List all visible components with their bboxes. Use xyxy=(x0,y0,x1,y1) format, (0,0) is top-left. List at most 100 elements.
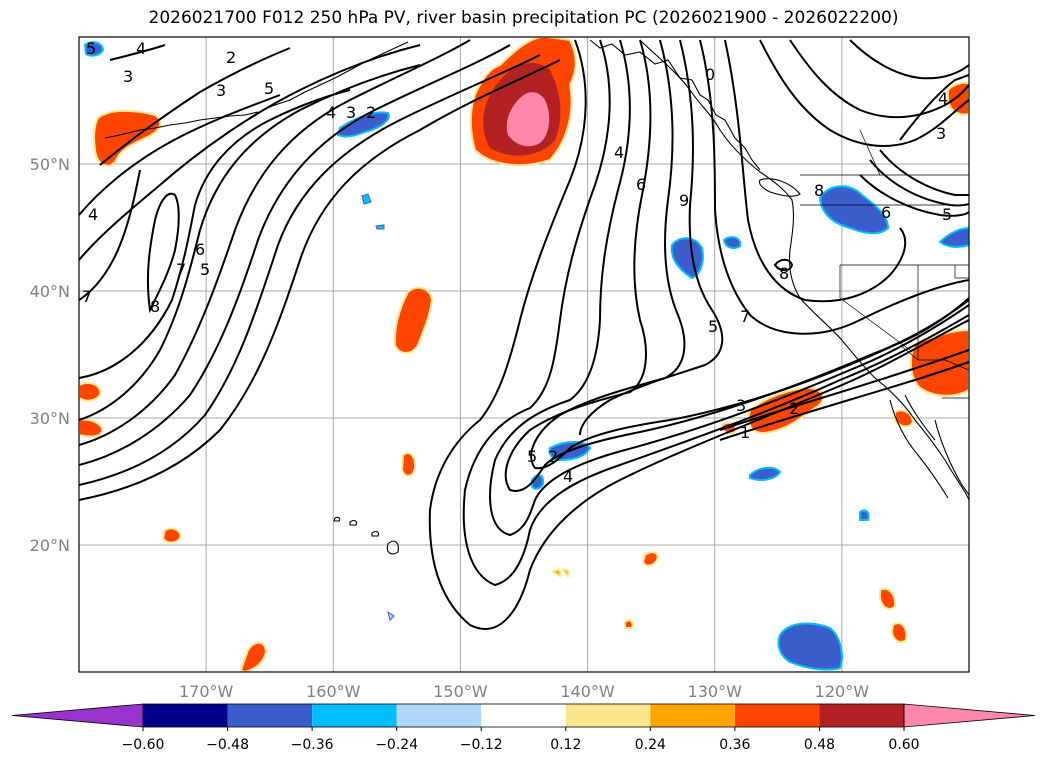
colorbar-tick-label-2: −0.36 xyxy=(291,737,334,753)
precip-blue-dot-1 xyxy=(361,193,372,205)
precip-shading xyxy=(79,37,969,672)
pv-ne-corner xyxy=(899,74,969,141)
clabel-1: 5 xyxy=(86,39,96,58)
clabel-26: 7 xyxy=(740,307,750,326)
precip-yellow-dots xyxy=(551,568,570,578)
precip-mex-orange-3 xyxy=(641,551,659,567)
coast-baja xyxy=(889,394,949,499)
coast-alaska-peninsula xyxy=(261,41,409,111)
coast-vancouver-island xyxy=(758,178,801,197)
clabel-11: 7 xyxy=(176,260,186,279)
lat-label-3: 50°N xyxy=(30,155,70,174)
precip-mex-blue-2 xyxy=(859,509,870,521)
precip-mex-blue-1 xyxy=(749,466,782,481)
pv-contour-2 xyxy=(79,54,541,486)
precip-bottom-left xyxy=(239,641,268,672)
precip-west-29n xyxy=(79,418,104,438)
pv-ridge-ca-1 xyxy=(699,39,969,335)
colorbar-tick-label-9: 0.60 xyxy=(888,737,919,753)
pv-contour-3 xyxy=(79,44,511,466)
contour-labels: 5 4 3 2 3 5 4 3 2 4 7 6 5 8 7 4 6 9 0 8 … xyxy=(82,39,952,486)
precip-gulf-alaska-core xyxy=(506,92,550,147)
pv-east-2 xyxy=(869,159,969,207)
clabel-5: 3 xyxy=(216,81,226,100)
pv-lower-jet-2 xyxy=(719,361,969,441)
latitude-labels: 20°N 30°N 40°N 50°N xyxy=(30,155,70,555)
pv-trough-2 xyxy=(462,39,969,587)
precip-mex-blue-3 xyxy=(777,622,843,671)
clabel-30: 3 xyxy=(736,396,746,415)
clabel-7: 4 xyxy=(326,103,336,122)
pv-east-1 xyxy=(859,174,969,217)
pv-small-8 xyxy=(773,258,794,272)
coastlines xyxy=(104,39,969,555)
colorbar: −0.60 −0.48 −0.36 −0.24 −0.12 0.12 0.24 0.36 0.4… xyxy=(11,703,1036,753)
precip-mex-orange-4 xyxy=(624,619,634,629)
clabel-2: 4 xyxy=(136,39,146,58)
map-title: 2026021700 F012 250 hPa PV, river basin … xyxy=(148,8,899,28)
colorbar-extend-high xyxy=(903,703,1036,728)
pv-contour-1 xyxy=(79,59,561,501)
pv-contours xyxy=(79,39,969,630)
clabel-14: 8 xyxy=(150,297,160,316)
clabel-19: 0 xyxy=(705,65,715,84)
coast-mexico-mainland xyxy=(934,419,969,496)
precip-central-orange xyxy=(393,286,434,354)
clabel-9: 2 xyxy=(366,103,376,122)
precip-jet-orange xyxy=(747,386,825,434)
border-interior-1 xyxy=(954,265,969,279)
precip-mex-orange-1 xyxy=(879,588,897,610)
pv-ridge-ne-2 xyxy=(789,39,969,119)
pv-contour-top-1 xyxy=(79,44,421,261)
pv-trough-6 xyxy=(579,39,724,436)
colorbar-extend-low xyxy=(11,703,144,728)
precip-interior-blue xyxy=(818,185,890,235)
colorbar-tick-label-8: 0.48 xyxy=(804,737,835,753)
precip-hawaii-small xyxy=(400,452,417,477)
lon-label-1: 160°W xyxy=(306,682,361,701)
longitude-labels: 170°W 160°W 150°W 140°W 130°W 120°W xyxy=(179,682,869,701)
colorbar-box-2 xyxy=(312,704,397,727)
clabel-21: 6 xyxy=(881,203,891,222)
precip-small-blue-dot-3 xyxy=(387,610,395,621)
clabel-13: 5 xyxy=(200,260,210,279)
lat-label-0: 20°N xyxy=(30,536,70,555)
lon-label-4: 130°W xyxy=(688,682,743,701)
coast-hawaii-oahu xyxy=(349,520,358,526)
clabel-3: 3 xyxy=(123,67,133,86)
colorbar-tick-label-0: −0.60 xyxy=(122,737,165,753)
pv-ridge-ne-1 xyxy=(759,39,969,147)
clabel-18: 9 xyxy=(679,191,689,210)
pv-east-3 xyxy=(879,149,969,196)
clabel-28: 5 xyxy=(527,447,537,466)
coast-aleutians xyxy=(104,111,259,139)
colorbar-box-1 xyxy=(227,704,313,727)
pv-lower-jet-1 xyxy=(719,349,969,431)
clabel-31: 2 xyxy=(789,399,799,418)
border-ca-nv xyxy=(839,265,911,351)
lon-label-0: 170°W xyxy=(179,682,234,701)
lat-label-1: 30°N xyxy=(30,409,70,428)
clabel-12: 6 xyxy=(195,240,205,259)
lon-label-2: 150°W xyxy=(433,682,488,701)
precip-pnw-small-blue xyxy=(722,236,742,249)
colorbar-tick-label-3: −0.24 xyxy=(375,737,418,753)
pv-trough-1 xyxy=(428,39,969,630)
pv-contour-top-2 xyxy=(79,94,281,216)
colorbar-tick-label-6: 0.24 xyxy=(635,737,666,753)
precip-nw-blue xyxy=(83,41,105,57)
precip-aleutian-west xyxy=(93,109,162,167)
clabel-8: 3 xyxy=(346,103,356,122)
clabel-32: 1 xyxy=(740,423,750,442)
pv-contour-4 xyxy=(79,39,471,446)
clabel-10: 4 xyxy=(88,205,98,224)
colorbar-box-7 xyxy=(734,704,820,727)
pv-contour-6 xyxy=(79,89,351,379)
clabel-25: 8 xyxy=(779,264,789,283)
colorbar-tick-label-4: −0.12 xyxy=(460,737,503,753)
colorbar-box-4 xyxy=(481,704,566,727)
colorbar-box-8 xyxy=(819,704,904,727)
clabel-24: 3 xyxy=(936,124,946,143)
pv-trough-5 xyxy=(530,39,969,470)
